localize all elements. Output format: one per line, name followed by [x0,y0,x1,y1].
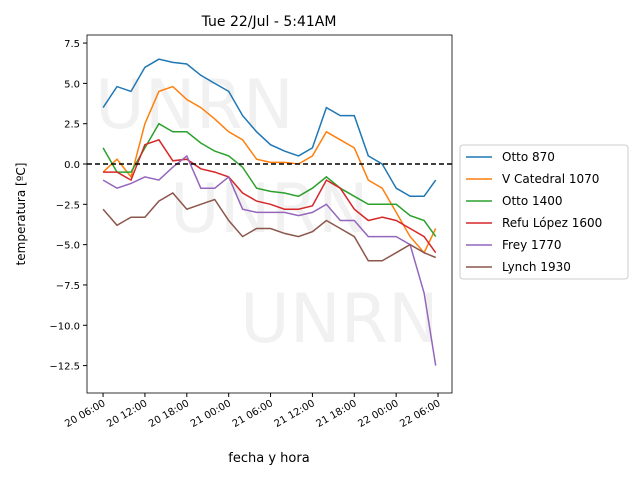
x-tick-label: 21 12:00 [273,398,317,430]
chart-title: Tue 22/Jul - 5:41AM [201,14,337,30]
series-line [102,85,437,255]
x-tick-label: 20 06:00 [63,398,107,430]
watermark: UNRN [170,170,369,249]
y-tick-label: 7.5 [64,39,80,50]
y-tick-label: −12.5 [49,362,80,373]
y-tick-label: −10.0 [49,321,80,332]
legend-box [459,144,629,280]
plot-frame [86,34,453,394]
x-tick-label: 20 18:00 [147,398,191,430]
x-tick-label: 22 00:00 [356,398,400,430]
y-axis-label: temperatura [ºC] [14,163,28,266]
series-line [102,122,437,238]
legend-label: Otto 870 [502,150,555,164]
y-tick-label: −2.5 [56,200,80,211]
y-tick-label: 5.0 [64,79,80,90]
x-tick-label: 22 06:00 [398,398,442,430]
legend-label: V Catedral 1070 [502,172,599,186]
legend-label: Refu López 1600 [502,216,602,230]
x-tick-label: 21 06:00 [231,398,275,430]
x-tick-label: 21 00:00 [189,398,233,430]
series-line [102,192,436,262]
y-tick-label: −7.5 [56,281,80,292]
watermark: UNRN [240,280,439,359]
legend-label: Otto 1400 [502,194,563,208]
series-line [103,138,437,254]
x-tick-label: 20 12:00 [105,398,149,430]
y-tick-label: 0.0 [64,160,80,171]
series-line [102,154,437,366]
legend-label: Frey 1770 [502,238,562,252]
y-tick-label: 2.5 [64,120,80,131]
legend-label: Lynch 1930 [502,260,571,274]
watermark: UNRN [95,66,294,145]
x-tick-label: 21 18:00 [315,398,359,430]
series-line [102,58,437,198]
y-tick-label: −5.0 [56,241,80,252]
x-axis-label: fecha y hora [228,451,309,466]
